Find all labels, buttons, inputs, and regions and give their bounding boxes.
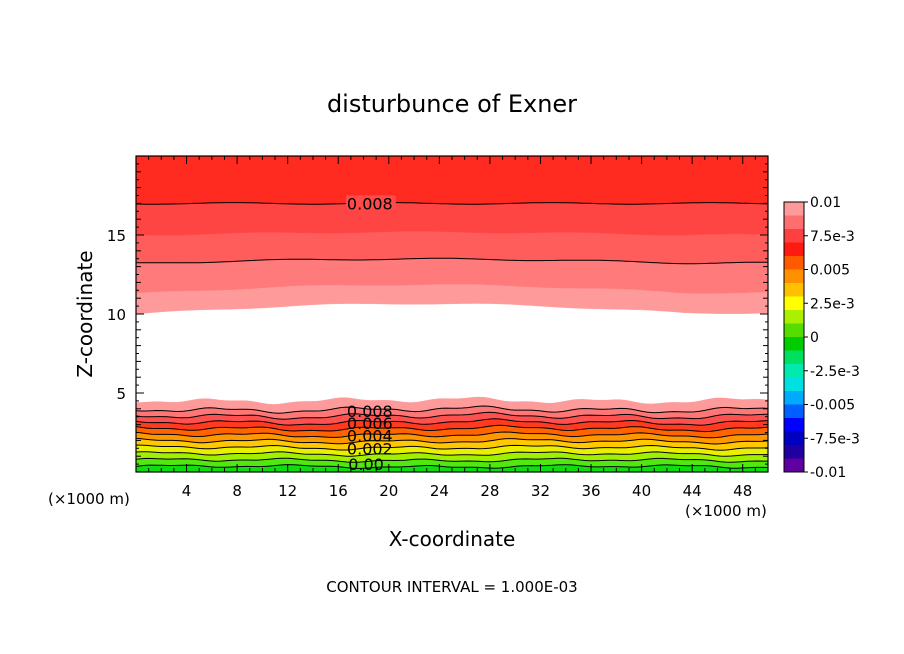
contour-label: 0.006 — [347, 414, 393, 433]
contour-label: 0.00 — [348, 455, 384, 474]
chart-title: disturbunce of Exner — [327, 90, 577, 118]
colorbar-swatch — [784, 458, 804, 473]
x-tick-label: 20 — [379, 482, 398, 500]
x-tick-label: 4 — [182, 482, 192, 500]
x-tick-label: 28 — [480, 482, 499, 500]
x-tick-label: 48 — [733, 482, 752, 500]
colorbar-tick-label: 0.005 — [810, 263, 850, 279]
contour-band — [136, 303, 768, 405]
x-tick-label: 16 — [329, 482, 348, 500]
x-unit-label-right: (×1000 m) — [685, 502, 767, 520]
colorbar-swatch — [784, 404, 804, 419]
colorbar — [784, 202, 804, 473]
contour-line — [136, 424, 768, 433]
colorbar-tick-label: -2.5e-3 — [810, 364, 860, 380]
contour-label: 0.008 — [347, 194, 393, 213]
contour-interval-note: CONTOUR INTERVAL = 1.000E-03 — [326, 578, 577, 596]
x-tick-label: 36 — [581, 482, 600, 500]
colorbar-swatch — [784, 337, 804, 351]
colorbar-swatch — [784, 256, 804, 270]
contour-line — [136, 405, 768, 414]
colorbar-tick-label: -7.5e-3 — [810, 431, 860, 447]
contour-line — [136, 257, 768, 265]
colorbar-swatch — [784, 215, 804, 230]
y-tick-label: 15 — [107, 227, 126, 245]
contour-lines — [136, 202, 768, 469]
contour-line — [136, 444, 768, 451]
colorbar-swatch — [784, 229, 804, 243]
x-tick-label: 8 — [232, 482, 242, 500]
colorbar-labels: 0.01 7.5e-3 0.005 2.5e-3 0 -2.5e-3 -0.005 -7.5e… — [804, 195, 860, 481]
y-tick-label: 5 — [116, 385, 126, 403]
colorbar-swatch — [784, 296, 804, 311]
colorbar-swatch — [784, 445, 804, 459]
x-tick-label: 44 — [683, 482, 702, 500]
colorbar-swatch — [784, 323, 804, 338]
x-tick-label: 40 — [632, 482, 651, 500]
x-tick-label: 32 — [531, 482, 550, 500]
contour-label: 0.008 — [347, 402, 393, 421]
colorbar-swatch — [784, 377, 804, 392]
colorbar-tick-label: 0.01 — [810, 195, 841, 211]
colorbar-swatch — [784, 350, 804, 365]
y-axis-ticks: 5 10 15 — [107, 163, 768, 465]
colorbar-tick-label: -0.01 — [810, 465, 846, 481]
colorbar-swatch — [784, 283, 804, 297]
contour-fill-bands — [136, 156, 768, 472]
contour-line — [136, 464, 768, 469]
contour-line — [136, 411, 768, 420]
contour-label: 0.004 — [347, 427, 393, 446]
contour-line — [136, 457, 768, 463]
colorbar-swatch — [784, 364, 804, 378]
y-tick-label: 10 — [107, 306, 126, 324]
colorbar-swatch — [784, 431, 804, 446]
contour-line — [136, 431, 768, 439]
x-unit-label-left: (×1000 m) — [48, 490, 130, 508]
contour-band — [136, 156, 768, 205]
contour-line — [136, 418, 768, 426]
contour-line — [136, 202, 768, 205]
x-tick-label: 12 — [278, 482, 297, 500]
y-axis-label: Z-coordinate — [73, 250, 97, 377]
x-tick-label: 24 — [430, 482, 449, 500]
colorbar-tick-label: 7.5e-3 — [810, 229, 855, 245]
colorbar-swatch — [784, 269, 804, 284]
colorbar-swatch — [784, 242, 804, 257]
colorbar-tick-label: -0.005 — [810, 398, 855, 414]
colorbar-swatch — [784, 310, 804, 324]
x-axis-ticks: 4 8 12 16 20 24 28 32 36 40 44 48 — [148, 156, 756, 500]
contour-label-bg — [345, 195, 396, 210]
colorbar-swatch — [784, 391, 804, 405]
colorbar-swatch — [784, 418, 804, 432]
x-axis-label: X-coordinate — [389, 527, 516, 551]
colorbar-tick-label: 0 — [810, 330, 819, 346]
contour-band — [136, 202, 768, 236]
colorbar-tick-label: 2.5e-3 — [810, 296, 855, 312]
colorbar-swatch — [784, 202, 804, 216]
contour-line — [136, 437, 768, 445]
contour-label: 0.002 — [347, 439, 393, 458]
contour-line — [136, 451, 768, 457]
